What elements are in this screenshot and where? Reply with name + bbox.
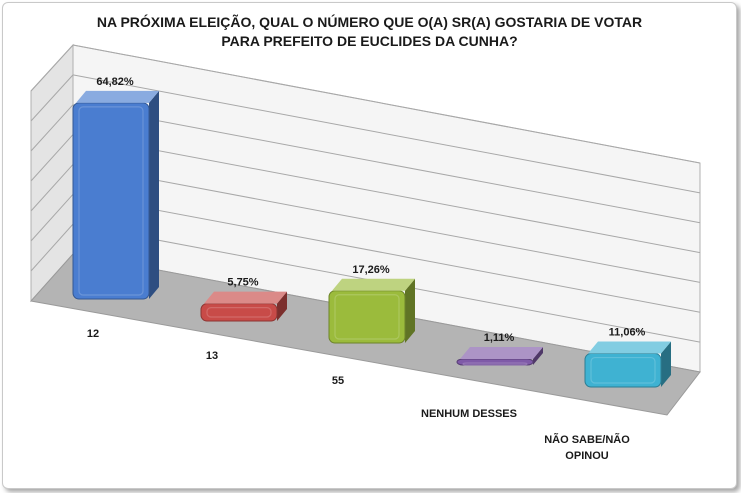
value-label: 64,82% xyxy=(96,76,134,88)
bar-top xyxy=(460,347,543,359)
chart-title-line-1: NA PRÓXIMA ELEIÇÃO, QUAL O NÚMERO QUE O(… xyxy=(96,14,643,30)
gridline xyxy=(72,193,701,313)
bar-front xyxy=(584,353,662,388)
bar-front xyxy=(200,303,278,322)
bar-side xyxy=(277,291,287,321)
value-label: 5,75% xyxy=(227,277,258,289)
bar-top xyxy=(332,278,415,291)
gridline-side xyxy=(30,193,74,242)
category-label: 13 xyxy=(206,350,218,362)
bar-front xyxy=(72,102,150,300)
bar-front xyxy=(328,290,406,344)
bar-highlight xyxy=(462,362,528,366)
bar-chart: 64,82% 5,75% 17,26% 1,11% 11,06% 12 13 55 NENHUM… xyxy=(30,43,701,462)
category-label: NÃO SABE/NÃO OPINOU xyxy=(544,433,630,462)
gridline-side xyxy=(30,223,74,272)
category-label-line: NENHUM DESSES xyxy=(421,408,517,420)
gridline-side xyxy=(30,164,74,212)
category-label-line: NÃO SABE/NÃO xyxy=(544,433,630,446)
value-label: 1,11% xyxy=(484,332,515,344)
bar-top xyxy=(588,341,671,354)
bar-top xyxy=(76,90,159,103)
bar xyxy=(456,347,543,366)
category-label-line: 13 xyxy=(206,350,218,362)
chart-frame: NA PRÓXIMA ELEIÇÃO, QUAL O NÚMERO QUE O(… xyxy=(2,2,737,489)
value-label: 11,06% xyxy=(609,327,646,339)
gridline xyxy=(72,74,701,194)
gridline-side xyxy=(30,104,74,152)
bar-side xyxy=(661,341,671,387)
category-label-line: 55 xyxy=(332,375,344,387)
bar-highlight xyxy=(78,106,144,296)
gridline xyxy=(72,104,701,224)
chart-title: NA PRÓXIMA ELEIÇÃO, QUAL O NÚMERO QUE O(… xyxy=(3,13,736,51)
bar xyxy=(328,278,415,344)
bar-highlight xyxy=(590,356,656,384)
category-label-line: OPINOU xyxy=(565,450,608,462)
category-label-line: 12 xyxy=(87,328,99,340)
gridline xyxy=(72,163,701,283)
gridline-side xyxy=(30,44,74,92)
bar xyxy=(584,341,671,388)
gridline xyxy=(72,134,701,254)
value-label: 17,26% xyxy=(352,264,390,276)
gridline-side xyxy=(30,74,74,122)
bar-side xyxy=(405,278,415,343)
bar-highlight xyxy=(334,294,400,340)
bar-side xyxy=(149,90,159,300)
bar-top xyxy=(204,291,287,304)
chart-title-line-2: PARA PREFEITO DE EUCLIDES DA CUNHA? xyxy=(221,33,518,49)
category-label: 12 xyxy=(87,328,99,340)
bar xyxy=(200,291,287,322)
gridline xyxy=(72,44,701,164)
bar-front xyxy=(456,358,534,366)
bar-highlight xyxy=(206,307,272,318)
bar xyxy=(72,90,159,300)
category-label: NENHUM DESSES xyxy=(421,408,517,420)
gridline-side xyxy=(30,134,74,182)
bar-side xyxy=(533,347,543,365)
category-label: 55 xyxy=(332,375,344,387)
